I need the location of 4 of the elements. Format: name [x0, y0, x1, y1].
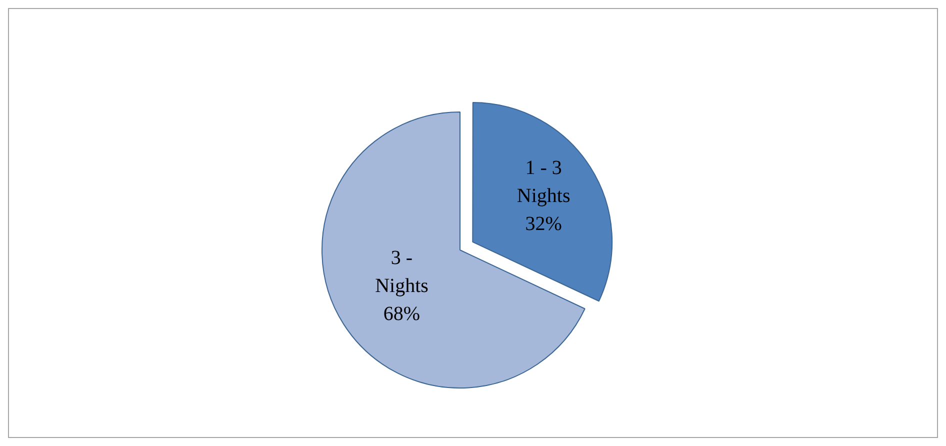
- data-label: 68%: [383, 303, 420, 326]
- data-label: 32%: [525, 213, 562, 236]
- slice-label: 3 - Nights: [375, 247, 429, 298]
- slice-label: 1 - 3 Nights: [516, 157, 570, 208]
